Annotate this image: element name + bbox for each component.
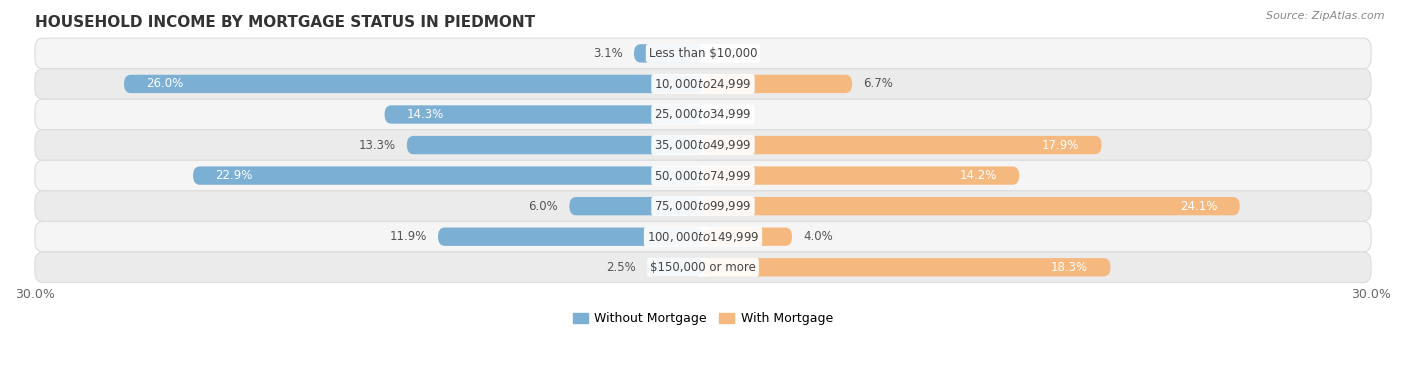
FancyBboxPatch shape	[193, 166, 703, 185]
Text: 11.9%: 11.9%	[389, 230, 427, 243]
FancyBboxPatch shape	[35, 252, 1371, 282]
Text: $75,000 to $99,999: $75,000 to $99,999	[654, 199, 752, 213]
FancyBboxPatch shape	[35, 222, 1371, 252]
Text: $100,000 to $149,999: $100,000 to $149,999	[647, 230, 759, 244]
FancyBboxPatch shape	[35, 130, 1371, 160]
Text: HOUSEHOLD INCOME BY MORTGAGE STATUS IN PIEDMONT: HOUSEHOLD INCOME BY MORTGAGE STATUS IN P…	[35, 15, 536, 30]
Text: 6.0%: 6.0%	[529, 200, 558, 213]
FancyBboxPatch shape	[703, 258, 1111, 276]
Text: 18.3%: 18.3%	[1052, 261, 1088, 274]
Text: 14.3%: 14.3%	[406, 108, 444, 121]
Text: 0.0%: 0.0%	[714, 47, 744, 60]
FancyBboxPatch shape	[703, 197, 1240, 215]
FancyBboxPatch shape	[703, 75, 852, 93]
Text: 22.9%: 22.9%	[215, 169, 253, 182]
FancyBboxPatch shape	[35, 160, 1371, 191]
Text: $50,000 to $74,999: $50,000 to $74,999	[654, 169, 752, 183]
Legend: Without Mortgage, With Mortgage: Without Mortgage, With Mortgage	[568, 307, 838, 330]
Text: 6.7%: 6.7%	[863, 77, 893, 90]
FancyBboxPatch shape	[35, 191, 1371, 222]
Text: 17.9%: 17.9%	[1042, 139, 1080, 152]
Text: 26.0%: 26.0%	[146, 77, 184, 90]
FancyBboxPatch shape	[647, 258, 703, 276]
Text: Source: ZipAtlas.com: Source: ZipAtlas.com	[1267, 11, 1385, 21]
Text: $25,000 to $34,999: $25,000 to $34,999	[654, 107, 752, 121]
FancyBboxPatch shape	[406, 136, 703, 154]
Text: 0.0%: 0.0%	[714, 108, 744, 121]
FancyBboxPatch shape	[703, 166, 1019, 185]
Text: 2.5%: 2.5%	[606, 261, 636, 274]
FancyBboxPatch shape	[35, 99, 1371, 130]
Text: Less than $10,000: Less than $10,000	[648, 47, 758, 60]
Text: 13.3%: 13.3%	[359, 139, 395, 152]
FancyBboxPatch shape	[35, 69, 1371, 99]
FancyBboxPatch shape	[634, 44, 703, 62]
Text: $150,000 or more: $150,000 or more	[650, 261, 756, 274]
Text: 3.1%: 3.1%	[593, 47, 623, 60]
FancyBboxPatch shape	[703, 228, 792, 246]
FancyBboxPatch shape	[124, 75, 703, 93]
Text: 14.2%: 14.2%	[959, 169, 997, 182]
Text: $35,000 to $49,999: $35,000 to $49,999	[654, 138, 752, 152]
FancyBboxPatch shape	[35, 38, 1371, 69]
FancyBboxPatch shape	[385, 105, 703, 124]
FancyBboxPatch shape	[569, 197, 703, 215]
Text: 4.0%: 4.0%	[803, 230, 832, 243]
Text: $10,000 to $24,999: $10,000 to $24,999	[654, 77, 752, 91]
FancyBboxPatch shape	[439, 228, 703, 246]
FancyBboxPatch shape	[703, 136, 1102, 154]
Text: 24.1%: 24.1%	[1180, 200, 1218, 213]
